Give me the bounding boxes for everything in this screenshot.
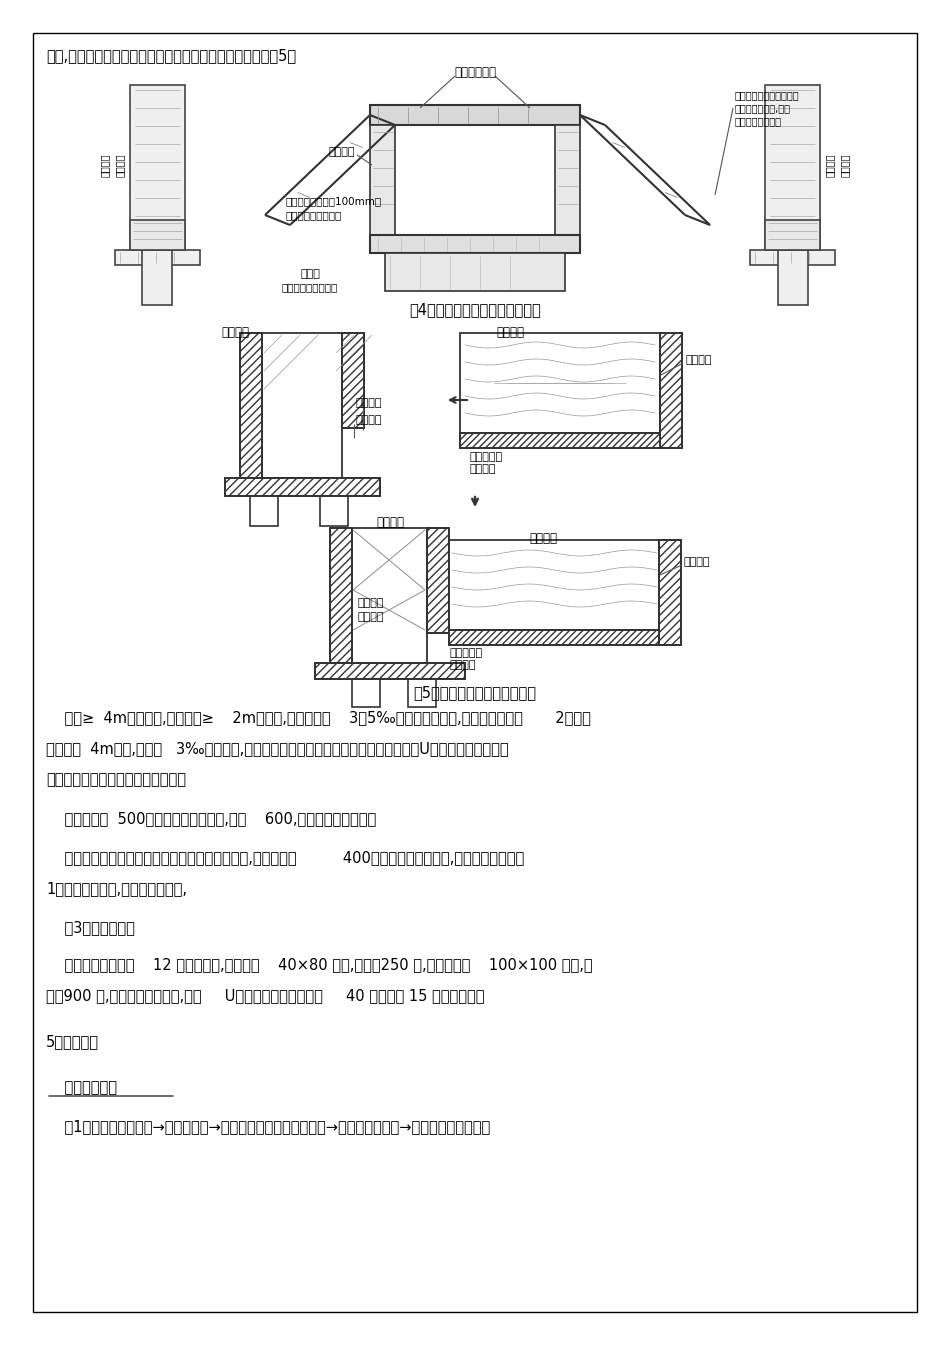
Bar <box>240 334 262 477</box>
Bar <box>130 85 185 250</box>
Text: 次梁侧模: 次梁侧模 <box>115 153 125 176</box>
Bar <box>330 529 352 663</box>
Text: 所加龙骨: 所加龙骨 <box>449 660 476 670</box>
Text: 堵头模板: 堵头模板 <box>358 599 385 608</box>
Bar <box>330 529 352 663</box>
Text: 图5：主、次梁接头配模示意图: 图5：主、次梁接头配模示意图 <box>413 685 537 699</box>
Text: （3）、楼梯模板: （3）、楼梯模板 <box>46 920 135 935</box>
Text: 所加龙骨: 所加龙骨 <box>470 464 497 473</box>
Text: 次梁侧模: 次梁侧模 <box>496 325 524 339</box>
Bar <box>765 85 820 250</box>
Text: 高），而后将侧模和底模连成整体。: 高），而后将侧模和底模连成整体。 <box>46 772 186 787</box>
Bar <box>225 477 380 496</box>
Bar <box>240 334 262 477</box>
Bar <box>449 539 659 629</box>
Bar <box>115 250 200 265</box>
Bar <box>765 221 820 250</box>
Text: 模板应该在此安装: 模板应该在此安装 <box>735 116 782 126</box>
Bar <box>460 433 660 448</box>
Text: 当主次梁高差大于100mm时: 当主次梁高差大于100mm时 <box>285 196 381 206</box>
Bar <box>352 529 427 663</box>
Bar <box>320 496 348 526</box>
Text: 主梁侧模龙骨: 主梁侧模龙骨 <box>454 66 496 79</box>
Bar <box>142 250 172 305</box>
Bar <box>370 105 580 125</box>
Bar <box>352 679 380 707</box>
Bar <box>449 629 659 646</box>
Bar <box>250 496 278 526</box>
Text: 所有梁高》  500的必须设置穿墙螺杆,间距    600,以保持梁的稳定性。: 所有梁高》 500的必须设置穿墙螺杆,间距 600,以保持梁的稳定性。 <box>46 811 376 826</box>
Text: 跨度大于  4m的板,跨中按   3‰进行起拱,起拱从支模开始时进行（通过增加木楔和可调U托调整底模各部位标: 跨度大于 4m的板,跨中按 3‰进行起拱,起拱从支模开始时进行（通过增加木楔和可… <box>46 741 508 756</box>
Text: 图4：梁底存在高差时配模示意图: 图4：梁底存在高差时配模示意图 <box>409 303 541 317</box>
Bar <box>370 235 580 253</box>
Bar <box>660 334 682 448</box>
Text: 主梁底模: 主梁底模 <box>358 612 385 621</box>
Bar <box>262 334 342 477</box>
Text: 拼平模支: 拼平模支 <box>100 153 110 176</box>
Bar <box>778 250 808 305</box>
Bar <box>370 125 395 235</box>
Text: 次梁底模: 次梁底模 <box>684 557 711 568</box>
Bar <box>342 334 364 428</box>
Bar <box>460 433 660 448</box>
Text: 高度等于主次梁高差: 高度等于主次梁高差 <box>282 282 338 292</box>
Text: 主梁侧模: 主梁侧模 <box>376 516 404 529</box>
Bar <box>342 334 364 428</box>
Text: 堵头模上口: 堵头模上口 <box>449 648 482 658</box>
Bar <box>449 629 659 646</box>
Text: 主梁底模: 主梁底模 <box>355 416 382 425</box>
Text: 墙体模板安装: 墙体模板安装 <box>46 1080 117 1095</box>
Text: 拼平模支: 拼平模支 <box>840 153 850 176</box>
Text: 次梁侧模: 次梁侧模 <box>825 153 835 176</box>
Bar <box>750 250 835 265</box>
Bar <box>315 663 465 679</box>
Text: 堵头模板: 堵头模板 <box>355 398 382 408</box>
Text: 楼梯底板模板采用    12 ㎜厚多层板,次龙骨用    40×80 木方,间距为250 ㎜,主龙骨采用    100×100 木方,间: 楼梯底板模板采用 12 ㎜厚多层板,次龙骨用 40×80 木方,间距为250 ㎜… <box>46 958 593 972</box>
Bar <box>659 539 681 646</box>
Bar <box>555 125 580 235</box>
Text: 跨度≥  4m的框架梁,悬挑长度≥    2m的构件,按全跨长度    3～5‰进行梁底模起拱,悬挑梁且不小于       2厘米；: 跨度≥ 4m的框架梁,悬挑长度≥ 2m的构件,按全跨长度 3～5‰进行梁底模起拱… <box>46 710 591 725</box>
Bar <box>130 221 185 250</box>
Text: 距为900 ㎜,支撑为脚手架体系,配合     U托。楼梯侧面模板采用     40 厚方木衬 15 ㎜厚多层板。: 距为900 ㎜,支撑为脚手架体系,配合 U托。楼梯侧面模板采用 40 厚方木衬 … <box>46 989 485 1003</box>
Text: 5、模板安装: 5、模板安装 <box>46 1034 99 1049</box>
Text: 堵头模上口: 堵头模上口 <box>470 452 504 461</box>
Text: 次梁底模: 次梁底模 <box>685 355 712 364</box>
Text: （1）工艺流程：弹线→安装前检查→拼装一侧模板、安装对拉杆→安装外楞及斜撑→拼装另一侧模、连接: （1）工艺流程：弹线→安装前检查→拼装一侧模板、安装对拉杆→安装外楞及斜撑→拼装… <box>46 1119 490 1134</box>
Text: 主梁侧模: 主梁侧模 <box>221 325 249 339</box>
Bar <box>660 334 682 448</box>
Text: 堵头模: 堵头模 <box>300 269 320 278</box>
Text: 边一个模板间距,次梁: 边一个模板间距,次梁 <box>735 104 791 113</box>
Bar <box>385 253 565 291</box>
Text: 1米设置梁底顶杆,以防止梁底下沉,: 1米设置梁底顶杆,以防止梁底下沉, <box>46 881 187 896</box>
Bar <box>408 679 436 707</box>
Bar <box>460 334 660 433</box>
Text: 主梁侧模: 主梁侧模 <box>329 147 355 157</box>
Bar <box>225 477 380 496</box>
Text: 固定,然后再进行次梁侧模的安装。主梁与次梁的接头如下图5。: 固定,然后再进行次梁侧模的安装。主梁与次梁的接头如下图5。 <box>46 48 296 63</box>
Bar <box>427 529 449 633</box>
Bar <box>315 663 465 679</box>
Text: 堵头模上口附加龙骨: 堵头模上口附加龙骨 <box>285 210 341 221</box>
Text: 次梁侧模: 次梁侧模 <box>529 533 557 545</box>
Bar <box>427 529 449 633</box>
Text: 所有梁底的托管与立杆连接时必须使用双十字卡,所有梁高》          400的梁待支设完完毕后,从框架柱边起间距: 所有梁底的托管与立杆连接时必须使用双十字卡,所有梁高》 400的梁待支设完完毕后… <box>46 850 524 865</box>
Bar <box>659 539 681 646</box>
Text: 主起上门龙骨叠出并根据: 主起上门龙骨叠出并根据 <box>735 90 800 100</box>
